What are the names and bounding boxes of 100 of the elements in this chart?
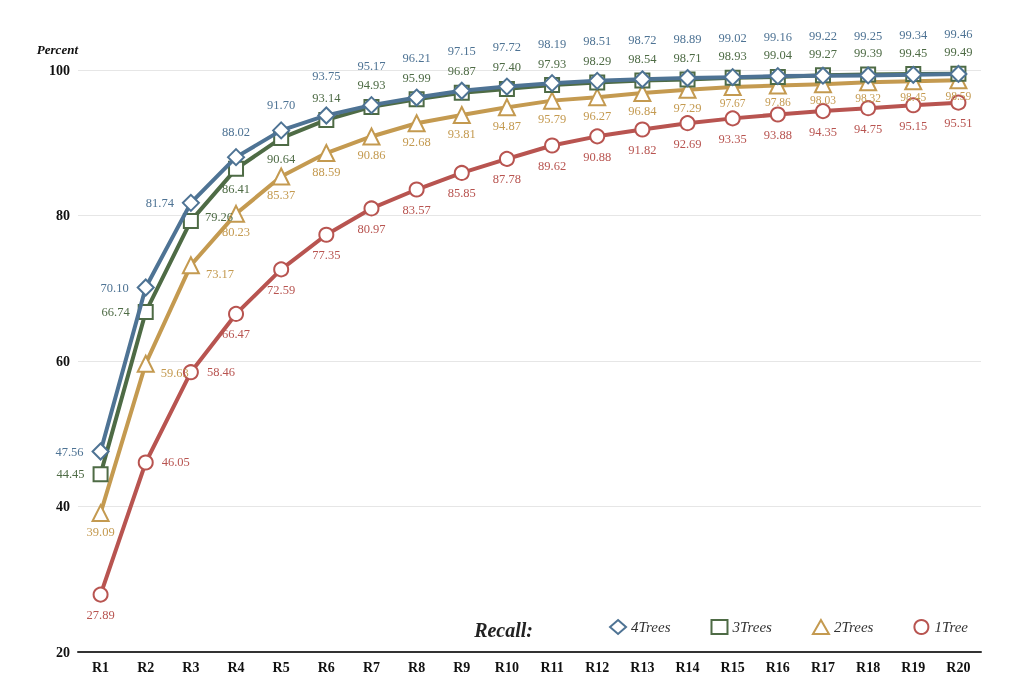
data-label: 88.02 xyxy=(221,124,251,139)
data-label: 98.93 xyxy=(718,49,747,64)
data-label: 95.79 xyxy=(538,112,567,127)
x-tick-label: R13 xyxy=(630,659,655,675)
x-tick-label: R11 xyxy=(540,659,564,675)
point xyxy=(814,103,831,120)
data-label: 47.56 xyxy=(55,444,84,459)
data-label: 93.35 xyxy=(718,131,747,146)
data-label: 27.89 xyxy=(86,608,115,623)
data-label: 98.72 xyxy=(628,32,657,47)
y-tick-label: 100 xyxy=(49,62,70,78)
point xyxy=(452,106,471,125)
x-tick-label: R10 xyxy=(494,659,519,675)
data-label: 98.89 xyxy=(673,31,702,46)
legend-label: 1Tree xyxy=(934,619,969,635)
point xyxy=(498,150,515,167)
data-label: 98.29 xyxy=(583,53,612,68)
data-label: 95.51 xyxy=(944,116,973,131)
point xyxy=(589,128,606,145)
x-tick-label: R19 xyxy=(901,659,926,675)
x-tick-label: R15 xyxy=(720,659,745,675)
point xyxy=(408,181,425,198)
data-label: 93.81 xyxy=(447,126,476,141)
data-label: 96.27 xyxy=(583,108,612,123)
data-label: 98.03 xyxy=(810,94,837,107)
data-label: 77.35 xyxy=(312,248,341,263)
point xyxy=(137,454,154,471)
point xyxy=(227,148,246,167)
data-label: 98.32 xyxy=(855,92,882,105)
data-label: 99.39 xyxy=(854,45,883,60)
point xyxy=(543,91,562,110)
data-label: 90.86 xyxy=(357,147,386,162)
data-label: 98.19 xyxy=(538,36,567,51)
point xyxy=(497,98,516,117)
data-label: 94.93 xyxy=(357,78,386,93)
data-label: 80.23 xyxy=(221,225,251,240)
point xyxy=(679,115,696,132)
data-label: 96.84 xyxy=(628,104,658,119)
data-label: 92.69 xyxy=(673,136,702,151)
point xyxy=(363,200,380,217)
point xyxy=(588,88,607,107)
data-label: 95.17 xyxy=(357,58,386,73)
point xyxy=(136,354,155,373)
data-label: 99.46 xyxy=(944,27,973,42)
x-tick-label: R1 xyxy=(92,659,110,675)
x-tick-label: R5 xyxy=(272,659,290,675)
point xyxy=(136,278,155,297)
data-label: 97.29 xyxy=(673,101,702,116)
x-tick-label: R3 xyxy=(182,659,200,675)
data-label: 70.10 xyxy=(100,280,129,295)
data-label: 73.17 xyxy=(205,267,234,282)
data-label: 99.04 xyxy=(763,48,793,63)
point xyxy=(544,137,561,154)
point xyxy=(228,305,245,322)
x-tick-label: R2 xyxy=(137,659,155,675)
point xyxy=(91,504,110,523)
data-label: 99.45 xyxy=(899,45,928,60)
data-label: 88.59 xyxy=(312,164,341,179)
point xyxy=(362,127,381,146)
data-label: 46.05 xyxy=(161,455,190,470)
point xyxy=(92,586,109,603)
data-label: 93.88 xyxy=(763,128,792,143)
data-label: 96.21 xyxy=(402,51,431,66)
point xyxy=(318,226,335,243)
data-label: 39.09 xyxy=(86,524,115,539)
data-label: 97.93 xyxy=(538,56,567,71)
x-tick-label: R17 xyxy=(810,659,836,675)
data-label: 97.15 xyxy=(447,44,476,59)
x-tick-label: R7 xyxy=(362,659,381,675)
data-label: 92.68 xyxy=(402,134,431,149)
y-tick-label: 20 xyxy=(56,644,70,660)
point xyxy=(181,193,200,212)
data-label: 98.54 xyxy=(628,52,658,67)
point xyxy=(634,121,651,138)
data-label: 94.87 xyxy=(492,118,521,133)
data-label: 95.99 xyxy=(402,70,431,85)
point xyxy=(453,164,470,181)
data-label: 99.22 xyxy=(808,29,838,44)
data-label: 85.37 xyxy=(267,187,296,202)
data-label: 97.86 xyxy=(764,95,792,108)
x-tick-label: R16 xyxy=(765,659,790,675)
point xyxy=(181,256,200,275)
data-label: 90.88 xyxy=(583,149,612,164)
data-label: 98.71 xyxy=(673,50,702,65)
data-label: 81.74 xyxy=(145,195,175,210)
data-label: 99.25 xyxy=(854,28,883,43)
y-tick-label: 80 xyxy=(56,208,70,223)
point xyxy=(407,114,426,133)
x-tick-label: R8 xyxy=(408,659,426,675)
point xyxy=(724,110,741,127)
data-label: 94.35 xyxy=(808,124,838,139)
data-label: 66.74 xyxy=(101,304,131,319)
legend-title: Recall: xyxy=(473,619,534,641)
x-tick-label: R4 xyxy=(227,659,245,675)
point xyxy=(272,167,291,186)
point xyxy=(91,442,110,461)
data-label: 99.34 xyxy=(899,28,929,43)
point xyxy=(272,121,291,140)
data-label: 87.78 xyxy=(492,172,521,187)
data-label: 90.64 xyxy=(267,151,296,166)
